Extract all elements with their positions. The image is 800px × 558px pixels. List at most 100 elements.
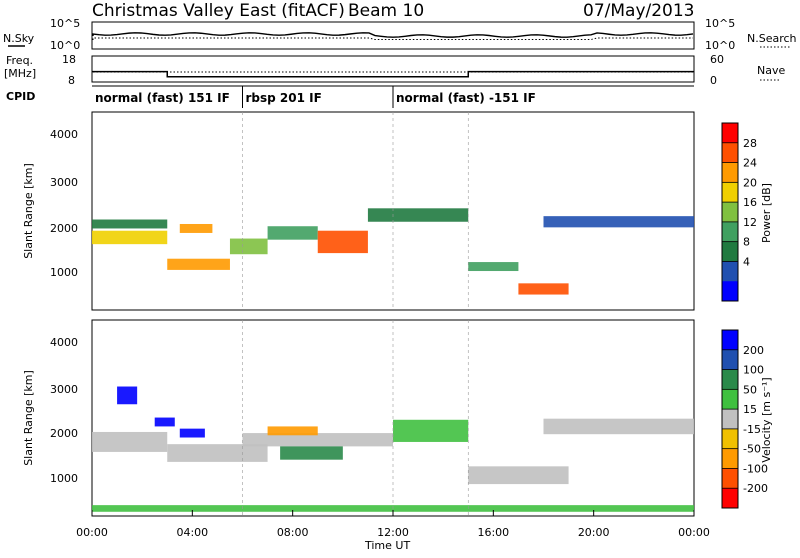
power-colorbar-swatch (722, 202, 738, 223)
power-ytick-4000: 4000 (50, 128, 78, 141)
velocity-colorbar-tick-label: -15 (743, 423, 761, 436)
velocity-colorbar-swatch (722, 468, 738, 489)
power-colorbar-swatch (722, 281, 738, 302)
power-colorbar-swatch (722, 142, 738, 164)
power-cell (518, 283, 569, 295)
velocity-cell (179, 428, 205, 438)
x-tick-label: 00:00 (678, 526, 710, 539)
power-ytick-3000: 3000 (50, 176, 78, 189)
noise-right-label: N.Search (747, 32, 797, 45)
cpid-mode-label: rbsp 201 IF (246, 91, 322, 105)
freq-tick-bottom: 8 (68, 74, 75, 87)
velocity-colorbar-frame (721, 329, 739, 509)
power-colorbar-swatch (722, 182, 738, 203)
frequency-panel: Freq. [MHz] 18 8 60 0 Nave (4, 53, 785, 87)
velocity-colorbar-swatch (722, 330, 738, 351)
velocity-panel: Slant Range [km] 4000 3000 2000 1000 (22, 319, 695, 517)
noise-panel: N.Sky 10^5 10^0 10^5 10^0 N.Search (3, 17, 797, 52)
power-colorbar-frame (721, 122, 739, 302)
noise-sky-trace (92, 32, 694, 38)
power-colorbar-swatch (722, 162, 738, 183)
velocity-cell (117, 386, 138, 405)
power-colorbar-tick-label: 28 (743, 137, 757, 150)
station-title: Christmas Valley East (fitACF) (92, 1, 345, 21)
x-tick-label: 00:00 (76, 526, 108, 539)
power-cell (229, 238, 268, 255)
x-tick-label: 12:00 (377, 526, 409, 539)
velocity-colorbar-tick-label: 50 (743, 383, 757, 396)
power-cells (92, 112, 694, 310)
velocity-colorbar-tick-label: -50 (743, 443, 761, 456)
velocity-colorbar-tick-label: -200 (743, 482, 768, 495)
power-colorbar-tick-label: 24 (743, 157, 757, 170)
frequency-trace (92, 70, 694, 78)
power-colorbar-swatch (722, 123, 738, 144)
date-label: 07/May/2013 (583, 1, 695, 21)
velocity-cell (242, 433, 393, 447)
velocity-cell (468, 466, 569, 485)
velocity-cell (154, 417, 175, 427)
velocity-colorbar-tick-label: 100 (743, 364, 764, 377)
power-colorbar-tick-label: 4 (743, 255, 750, 268)
power-colorbar-label: Power [dB] (760, 183, 773, 243)
cpid-mode-label: normal (fast) -151 IF (396, 91, 536, 105)
velocity-cell (167, 444, 268, 462)
x-axis-label: Time UT (364, 539, 410, 552)
freq-tick-top: 18 (62, 53, 76, 66)
power-cell (92, 219, 168, 229)
power-cell (267, 226, 318, 240)
velocity-colorbar-label: Velocity [m s⁻¹] (760, 377, 773, 462)
velocity-ytick-2000: 2000 (50, 427, 78, 440)
power-ylabel: Slant Range [km] (22, 163, 35, 259)
velocity-colorbar: Velocity [m s⁻¹] 200 100 50 15 -15 -50 -100 -20… (721, 329, 773, 509)
noise-left-tick-bottom: 10^0 (50, 39, 80, 52)
velocity-ytick-1000: 1000 (50, 472, 78, 485)
power-colorbar-swatch (722, 221, 738, 243)
velocity-ytick-3000: 3000 (50, 383, 78, 396)
velocity-colorbar-swatch (722, 488, 738, 509)
power-colorbar: Power [dB] 28 24 20 16 12 8 4 (721, 122, 773, 302)
velocity-colorbar-swatch (722, 409, 738, 430)
power-colorbar-swatch (722, 261, 738, 282)
noise-search-trace (92, 37, 693, 40)
noise-left-tick-top: 10^5 (50, 17, 80, 30)
velocity-cell (393, 419, 469, 442)
power-colorbar-swatch (722, 241, 738, 262)
velocity-colorbar-tick-label: -100 (743, 462, 768, 475)
noise-right-tick-bottom: 10^0 (705, 39, 735, 52)
velocity-colorbar-swatch (722, 389, 738, 410)
power-colorbar-tick-label: 20 (743, 176, 757, 189)
power-ytick-2000: 2000 (50, 222, 78, 235)
noise-right-tick-top: 10^5 (705, 17, 735, 30)
nave-label: Nave (757, 64, 785, 77)
cpid-panel: CPID normal (fast) 151 IF rbsp 201 IF norm… (6, 85, 694, 108)
velocity-ytick-4000: 4000 (50, 336, 78, 349)
velocity-cell (267, 426, 318, 436)
power-cell (317, 230, 368, 254)
velocity-colorbar-swatch (722, 369, 738, 390)
velocity-cell (92, 431, 168, 452)
power-cell (543, 216, 694, 228)
power-ytick-1000: 1000 (50, 266, 78, 279)
cpid-mode-label: normal (fast) 151 IF (95, 91, 230, 105)
power-cell (167, 258, 230, 270)
x-tick-label: 16:00 (477, 526, 509, 539)
noise-left-label: N.Sky (3, 32, 35, 45)
beam-label: Beam 10 (348, 1, 424, 21)
velocity-colorbar-tick-label: 15 (743, 403, 757, 416)
power-cell (92, 230, 168, 245)
power-panel: Slant Range [km] 4000 3000 2000 1000 (22, 111, 695, 311)
x-tick-label: 08:00 (277, 526, 309, 539)
x-tick-label: 04:00 (176, 526, 208, 539)
nave-tick-top: 60 (710, 53, 724, 66)
power-colorbar-tick-label: 16 (743, 196, 757, 209)
velocity-cells (92, 320, 694, 516)
velocity-ylabel: Slant Range [km] (22, 370, 35, 466)
x-tick-label: 20:00 (578, 526, 610, 539)
power-cell (367, 208, 469, 222)
velocity-cell (280, 446, 343, 460)
power-cell (468, 262, 519, 272)
freq-label-2: [MHz] (4, 67, 36, 80)
cpid-label: CPID (6, 90, 35, 103)
